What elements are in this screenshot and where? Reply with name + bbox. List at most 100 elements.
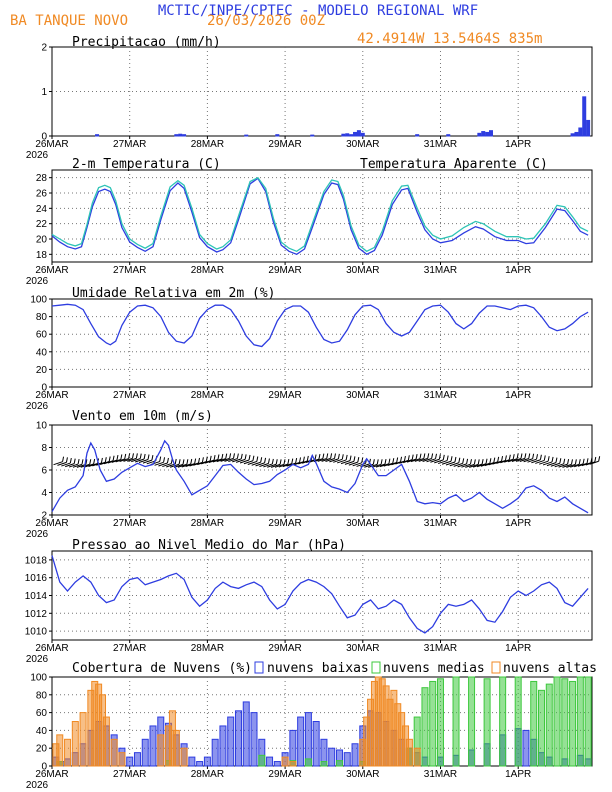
clouds-ytick-label: 80	[36, 690, 48, 701]
nuvens-altas-bar-fill	[282, 757, 289, 766]
wind-barb	[379, 463, 390, 468]
wind-barb	[305, 459, 316, 464]
wind-barb-flag	[62, 456, 65, 462]
wind-barb	[282, 463, 292, 468]
wind-barb	[158, 462, 168, 467]
wind-barb-flag	[81, 459, 84, 465]
wind-xtick-label: 1APR	[505, 518, 531, 529]
wind-ytick-label: 2	[41, 511, 47, 522]
precipitacao-bar	[174, 134, 179, 137]
wind-barb-flag	[551, 456, 554, 463]
wind-barb-flag	[357, 457, 360, 463]
wind-barb	[531, 459, 541, 464]
precipitacao-bar	[178, 133, 183, 137]
nuvens-altas-bar-fill	[165, 725, 172, 766]
wind-barb	[484, 462, 494, 467]
rh-xtick-label: 28MAR	[191, 390, 224, 401]
wind-xtick-label: 31MAR	[424, 518, 457, 529]
precipitacao-bar	[353, 131, 358, 137]
pressure-xtick-label: 28MAR	[191, 643, 224, 654]
wind-barb-flag	[473, 459, 476, 465]
wind-barb	[68, 463, 79, 468]
wind-barb-flag	[458, 457, 461, 463]
nuvens-baixas-bar-fill	[336, 749, 343, 766]
nuvens-medias-bar-fill	[453, 677, 460, 766]
wind-barb-flag	[516, 453, 519, 459]
precipitacao-bar	[586, 119, 591, 137]
wind-barb-flag	[563, 458, 566, 464]
precipitacao-bar	[345, 133, 350, 137]
wind-barb	[278, 463, 289, 468]
wind-xtick-label: 28MAR	[191, 518, 224, 529]
wind-barb-flag	[438, 454, 441, 460]
wind-barb	[251, 461, 261, 466]
wind-barb-flag	[124, 453, 127, 460]
clouds-xtick-label: 31MAR	[424, 769, 457, 780]
wind-barb-flag	[380, 459, 383, 465]
wind-barb-flag	[287, 458, 290, 465]
wind-barb	[539, 460, 549, 465]
wind-barb-flag	[108, 456, 111, 462]
wind-barb	[488, 461, 498, 466]
wind-barb	[333, 458, 343, 463]
wind-barb	[344, 460, 355, 465]
nuvens-baixas-bar-fill	[297, 717, 304, 766]
wind-barb	[368, 463, 378, 468]
wind-barb-flag	[446, 455, 449, 461]
wind-barb-flag	[469, 459, 472, 465]
precipitacao-bar	[446, 134, 451, 137]
wind-barb-flag	[543, 455, 546, 461]
wind-barb-flag	[318, 453, 321, 460]
nuvens-altas-bar-fill	[64, 739, 71, 766]
nuvens-altas-bar-fill	[402, 725, 409, 766]
wind-barb-flag	[302, 456, 305, 462]
wind-barb-flag	[147, 454, 150, 460]
wind-barb	[476, 463, 487, 468]
precipitacao-bar	[582, 96, 587, 137]
wind-barb	[88, 463, 98, 467]
wind-barb-flag	[69, 457, 72, 464]
nuvens-baixas-bar-fill	[204, 757, 211, 766]
wind-barb	[457, 463, 467, 468]
wind-barb-flag	[279, 459, 282, 465]
wind-barb-flag	[559, 458, 562, 464]
wind-barb-flag	[489, 458, 492, 464]
wind-barb	[364, 463, 374, 468]
wind-barb	[263, 463, 273, 468]
precipitacao-bar	[95, 134, 100, 137]
nuvens-altas-bar-fill	[99, 694, 106, 766]
wind-barb	[220, 457, 230, 462]
wind-barb	[142, 459, 153, 464]
wind-barb	[201, 460, 211, 465]
precip-ytick-label: 2	[41, 43, 47, 54]
nuvens-medias-bar-fill	[554, 677, 561, 766]
precip-xtick-label: 26MAR	[35, 139, 68, 150]
wind-barb-flag	[89, 459, 92, 465]
wind-barb	[193, 461, 203, 466]
nuvens-medias-bar-fill	[305, 758, 312, 766]
pressure-xtick-label: 27MAR	[113, 643, 146, 654]
wind-barb-flag	[567, 459, 570, 465]
clouds-xtick-label: 27MAR	[113, 769, 146, 780]
wind-barb	[414, 457, 425, 462]
wind-barb-flag	[384, 459, 387, 465]
rh-title: Umidade Relativa em 2m (%)	[72, 286, 276, 301]
wind-barb-flag	[283, 459, 286, 465]
clouds-ytick-label: 0	[41, 762, 47, 773]
rh-xtick-label: 30MAR	[346, 390, 379, 401]
wind-barb-flag	[163, 457, 166, 463]
clouds-xtick-label: 29MAR	[268, 769, 301, 780]
nuvens-baixas-bar-fill	[134, 752, 141, 766]
wind-barb-flag	[229, 453, 232, 459]
nuvens-medias-bar-fill	[530, 681, 537, 766]
nuvens-medias-bar-fill	[414, 717, 421, 766]
wind-barb	[465, 463, 475, 468]
pressure-ytick-label: 1016	[25, 573, 48, 584]
wind-ytick-label: 10	[36, 421, 48, 432]
nuvens-baixas-bar-fill	[258, 739, 265, 766]
wind-barb-flag	[232, 453, 235, 459]
nuvens-altas-bar-fill	[111, 739, 118, 766]
low-cloud-legend: nuvens baixas	[267, 661, 369, 676]
precipitacao-bar	[488, 130, 493, 137]
wind-barb	[542, 461, 553, 466]
